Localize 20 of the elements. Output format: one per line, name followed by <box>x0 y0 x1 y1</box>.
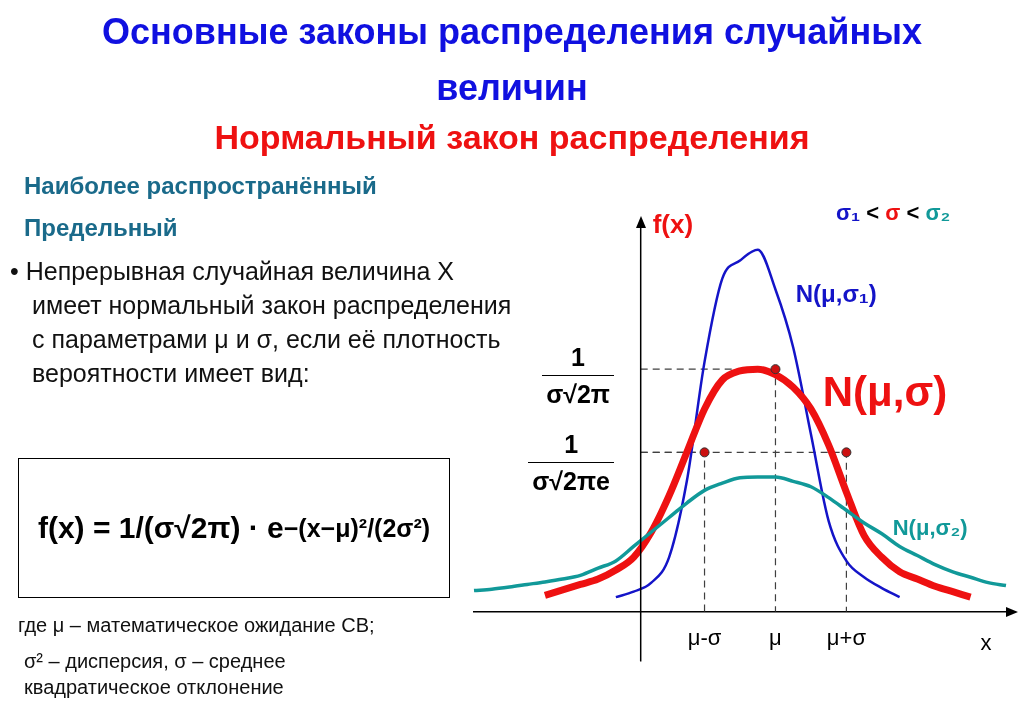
annotation: σ√2π <box>542 374 614 412</box>
x-axis-title: x <box>980 629 992 655</box>
x-tick-label: μ+σ <box>826 624 867 650</box>
text: где μ – математическое ожидание СВ; <box>18 614 375 637</box>
annotation: 1 <box>564 428 579 460</box>
series-label: N(μ,σ₂) <box>892 515 968 541</box>
text: Наиболее распространённый <box>24 172 377 200</box>
annotation: σ√2πe <box>528 461 614 499</box>
x-tick-label: μ-σ <box>687 624 722 650</box>
annotation: • Непрерывная случайная величина X имеет нормальный закон распределения с параметрами μ и σ, если её плотность вероятности имеет вид: <box>10 256 513 389</box>
text: Предельный <box>24 214 178 242</box>
text: σ₁ < σ < σ₂ <box>836 200 951 225</box>
text: σ² – дисперсия, σ – среднее квадратическое отклонение <box>24 649 287 700</box>
x-tick-label: μ <box>769 624 782 650</box>
chart-subtitle: Нормальный закон распределения <box>213 118 811 157</box>
series-label: N(μ,σ) <box>822 367 948 415</box>
series-label: N(μ,σ₁) <box>795 280 877 308</box>
annotation: 1 <box>571 341 586 373</box>
y-axis-title: f(x) <box>652 209 694 240</box>
chart-title: Основные законы распределения случайных величин <box>101 10 923 110</box>
